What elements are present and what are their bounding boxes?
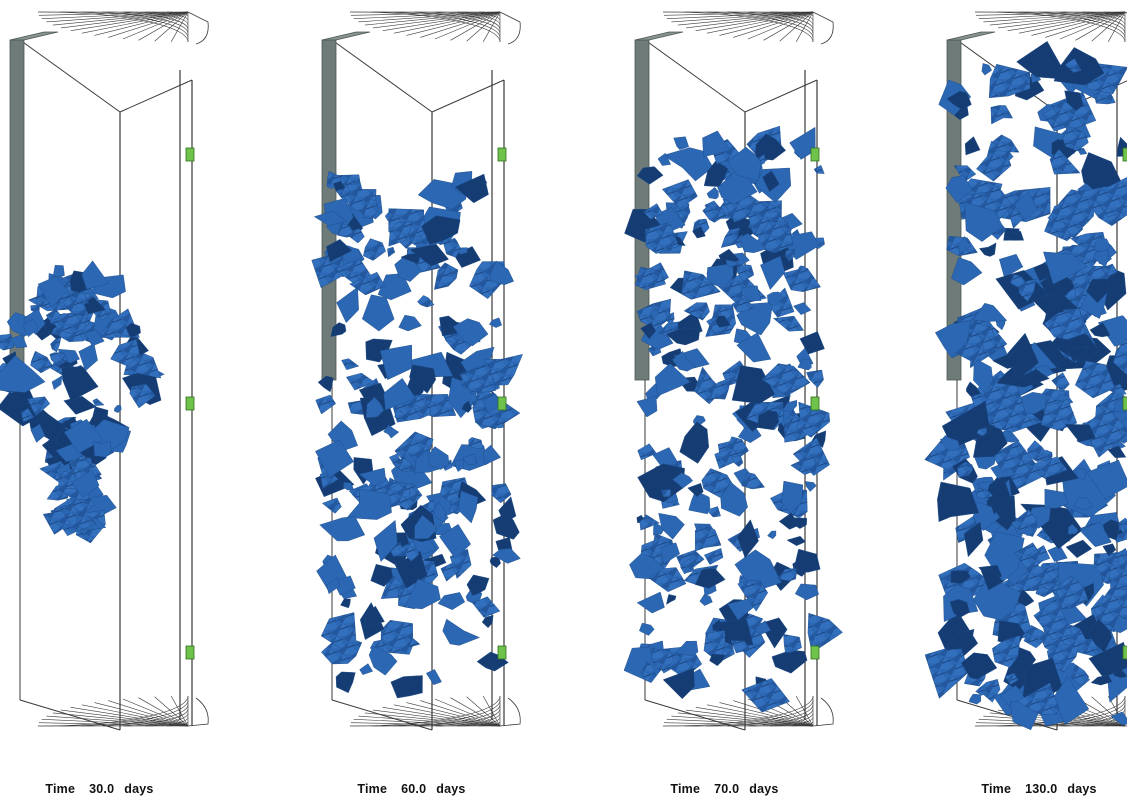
top-mesh-wedge <box>663 12 833 44</box>
time-value: 130.0 <box>1025 782 1057 796</box>
top-mesh-wedge <box>38 12 208 44</box>
column-panel-1 <box>0 12 208 730</box>
sensor-marker-3 <box>186 646 194 659</box>
sensor-marker-1 <box>811 148 819 161</box>
sensor-marker-3 <box>811 646 819 659</box>
time-word: Time <box>981 782 1011 796</box>
sensor-marker-2 <box>1123 397 1127 410</box>
sensor-marker-1 <box>498 148 506 161</box>
time-unit: days <box>124 782 153 796</box>
plume-isosurface <box>312 171 523 698</box>
time-word: Time <box>670 782 700 796</box>
time-word: Time <box>357 782 387 796</box>
top-mesh-wedge <box>350 12 520 44</box>
time-word: Time <box>45 782 75 796</box>
top-mesh-wedge <box>975 12 1127 44</box>
time-unit: days <box>1067 782 1096 796</box>
column-panel-2 <box>312 12 523 730</box>
column-panel-3 <box>624 12 843 730</box>
sensor-marker-3 <box>1123 646 1127 659</box>
bottom-mesh-wedge <box>663 696 833 726</box>
sensor-marker-2 <box>186 397 194 410</box>
plume-isosurface <box>624 126 843 712</box>
sensor-marker-1 <box>186 148 194 161</box>
sensor-marker-3 <box>498 646 506 659</box>
plume-isosurface <box>0 261 164 543</box>
time-unit: days <box>436 782 465 796</box>
bottom-mesh-wedge <box>350 696 520 726</box>
bottom-mesh-wedge <box>38 696 208 726</box>
time-unit: days <box>749 782 778 796</box>
sensor-marker-2 <box>811 397 819 410</box>
column-wireframe <box>20 40 192 730</box>
time-value: 70.0 <box>714 782 739 796</box>
time-value: 60.0 <box>401 782 426 796</box>
time-value: 30.0 <box>89 782 114 796</box>
column-panel-4 <box>925 12 1127 730</box>
sensor-marker-1 <box>1123 148 1127 161</box>
sensor-marker-2 <box>498 397 506 410</box>
